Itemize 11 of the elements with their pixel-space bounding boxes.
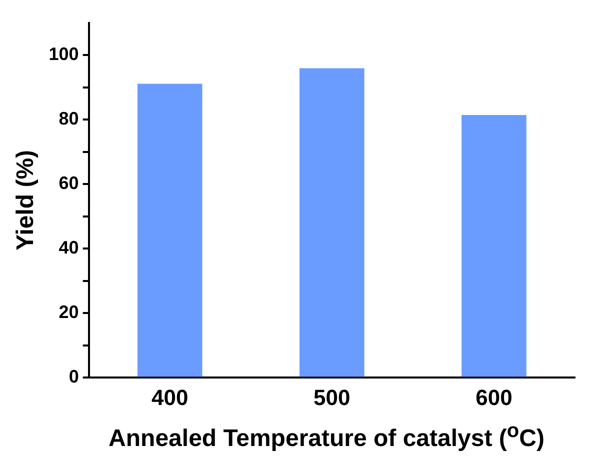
x-tick-label: 600 — [476, 384, 512, 410]
x-axis-title: Annealed Temperature of catalyst ($^{o}$C) — [108, 420, 546, 453]
x-tick-label: 500 — [314, 384, 350, 410]
y-tick-label: 60 — [58, 173, 79, 194]
y-tick-label: 40 — [58, 238, 79, 258]
y-axis-title: Yield (%) — [12, 150, 40, 250]
y-tick-label: 100 — [48, 44, 79, 64]
y-tick-label: 20 — [58, 302, 79, 322]
x-tick-label: 400 — [152, 384, 188, 410]
y-tick-label: 0 — [68, 366, 79, 387]
y-tick-label: 80 — [58, 108, 79, 129]
